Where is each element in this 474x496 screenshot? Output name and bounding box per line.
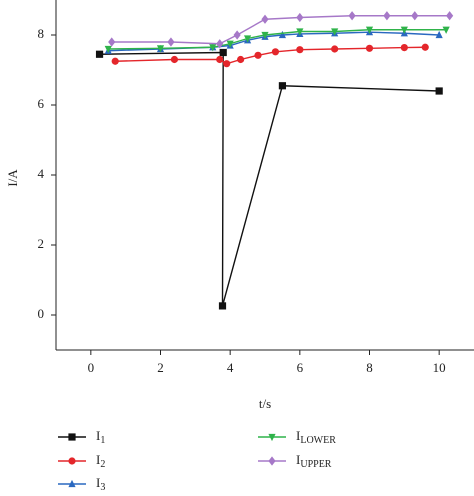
y-axis-label: I/A <box>5 169 20 187</box>
marker <box>111 57 119 65</box>
marker <box>278 30 287 39</box>
marker <box>108 37 116 47</box>
marker <box>268 433 276 442</box>
marker <box>296 12 304 23</box>
marker <box>411 11 419 21</box>
marker <box>442 26 450 34</box>
marker <box>216 39 224 49</box>
marker <box>331 45 339 53</box>
marker <box>218 302 227 310</box>
marker <box>68 433 76 441</box>
legend-label: IUPPER <box>296 452 332 470</box>
legend-label: I2 <box>96 452 105 470</box>
marker <box>219 48 227 57</box>
marker <box>348 11 356 21</box>
marker <box>68 457 76 465</box>
marker <box>446 11 454 21</box>
marker <box>278 82 287 90</box>
y-tick-label: 4 <box>38 166 45 181</box>
marker <box>226 40 234 48</box>
series-line <box>99 51 440 307</box>
legend-label: ILOWER <box>296 428 336 446</box>
x-axis-label: t/s <box>259 396 271 411</box>
x-tick-label: 8 <box>366 360 373 375</box>
marker <box>400 26 408 34</box>
marker <box>167 37 175 47</box>
marker <box>261 14 269 24</box>
marker <box>296 46 304 54</box>
y-tick-label: 8 <box>38 26 45 41</box>
series-line <box>111 15 450 45</box>
y-tick-label: 6 <box>38 96 45 111</box>
x-tick-label: 6 <box>297 360 304 375</box>
marker <box>296 28 304 36</box>
x-tick-label: 2 <box>157 360 164 375</box>
marker <box>95 50 104 58</box>
marker <box>237 55 245 64</box>
marker <box>268 456 276 466</box>
marker <box>261 31 269 40</box>
marker <box>331 28 339 36</box>
marker <box>271 48 280 56</box>
y-tick-label: 2 <box>38 236 45 251</box>
marker <box>435 87 443 95</box>
y-tick-label: 0 <box>38 306 45 321</box>
x-tick-label: 0 <box>88 360 95 375</box>
marker <box>216 55 224 64</box>
marker <box>233 30 241 40</box>
marker <box>400 44 408 52</box>
marker <box>170 55 179 64</box>
marker <box>68 479 76 488</box>
marker <box>254 51 262 59</box>
marker <box>104 45 112 54</box>
marker <box>365 44 374 52</box>
marker <box>156 45 165 53</box>
x-tick-label: 10 <box>433 360 446 375</box>
series-line <box>115 46 426 65</box>
marker <box>421 43 429 51</box>
marker <box>209 44 217 52</box>
marker <box>383 11 391 21</box>
marker <box>243 35 252 43</box>
marker <box>435 30 443 39</box>
marker <box>223 60 231 68</box>
x-tick-label: 4 <box>227 360 234 375</box>
legend-label: I1 <box>96 428 105 446</box>
legend-label: I3 <box>96 475 105 493</box>
marker <box>365 26 374 34</box>
